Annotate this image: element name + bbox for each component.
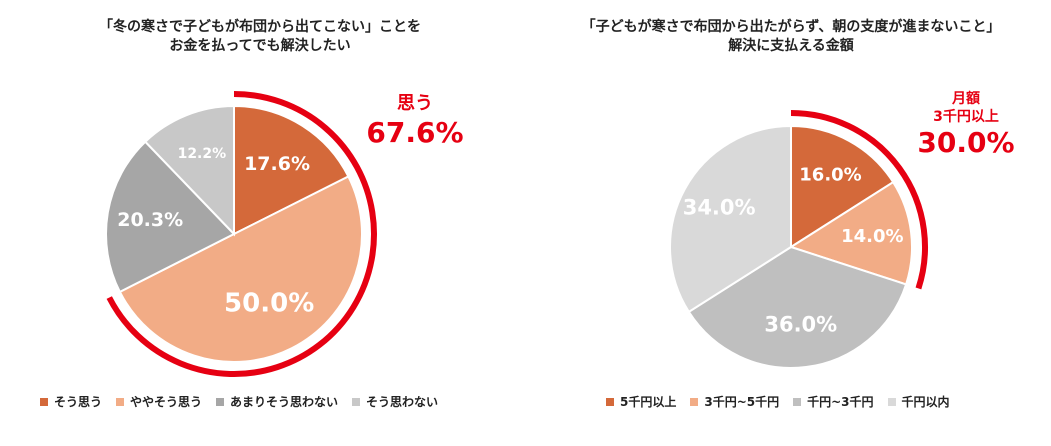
chart-title-left-line1: 「冬の寒さで子どもが布団から出てこない」ことを [99,19,421,35]
legend-left: そう思う ややそう思う あまりそう思わない そう思わない [40,393,438,410]
legend-item-3: 千円~3千円 [793,393,874,410]
legend-swatch [216,397,225,406]
slice-value-label-2: 50.0% [224,289,314,319]
legend-swatch [40,397,48,406]
legend-swatch [793,397,802,406]
chart-panel-left: 「冬の寒さで子どもが布団から出てこない」ことを お金を払ってでも解決したい 17… [0,0,520,446]
chart-title-right: 「子どもが寒さで布団から出たがらず、朝の支度が進まないこと」 解決に支払える金額 [531,18,1051,56]
pie-chart-right: 16.0% 14.0% 36.0% 34.0% [669,110,928,369]
chart-title-left-line2: お金を払ってでも解決したい [169,38,351,54]
callout-right-label-1: 月額 [952,91,980,107]
pie-chart-left: 17.6% 50.0% 20.3% 12.2% [105,91,377,377]
legend-label: 千円以内 [901,395,950,409]
callout-right-value: 30.0% [917,126,1015,159]
legend-swatch [887,397,896,406]
chart-title-right-line1: 「子どもが寒さで布団から出たがらず、朝の支度が進まないこと」 [581,19,1001,35]
callout-left-label: 思う [397,93,433,114]
legend-item-3: あまりそう思わない [216,393,338,410]
slice-value-label-4: 12.2% [178,146,227,162]
legend-label: 千円~3千円 [807,395,874,409]
legend-label: 3千円~5千円 [704,395,780,409]
legend-label: ややそう思う [130,395,203,409]
legend-swatch [606,397,614,406]
legend-swatch [116,397,125,406]
pie-slice-3 [105,140,236,294]
pie-slice-4 [669,124,792,314]
legend-item-1: そう思う [40,393,102,410]
legend-label: あまりそう思わない [230,395,339,409]
legend-swatch [690,397,699,406]
pie-slice-1 [233,104,350,236]
callout-right-label-2: 3千円以上 [933,109,999,125]
legend-label: そう思う [54,395,103,409]
highlight-arc [106,91,377,377]
legend-item-2: ややそう思う [116,393,202,410]
slice-value-label-2: 14.0% [841,226,903,247]
legend-item-1: 5千円以上 [606,393,676,410]
slice-value-label-3: 36.0% [764,312,837,336]
chart-title-left: 「冬の寒さで子どもが布団から出てこない」ことを お金を払ってでも解決したい [0,18,520,56]
legend-label: そう思わない [366,395,439,409]
legend-item-4: そう思わない [352,393,438,410]
slice-value-label-3: 20.3% [117,209,183,231]
slice-value-label-1: 16.0% [799,165,861,186]
legend-right: 5千円以上 3千円~5千円 千円~3千円 千円以内 [606,393,950,410]
legend-label: 5千円以上 [620,395,677,409]
pie-slice-3 [687,245,908,369]
pie-slice-2 [118,175,363,363]
legend-item-2: 3千円~5千円 [690,393,779,410]
slice-value-label-1: 17.6% [244,153,310,175]
pie-slice-1 [790,124,895,249]
callout-right: 月額 3千円以上 30.0% [906,90,1026,160]
pie-slice-2 [788,180,913,286]
callout-left-value: 67.6% [366,116,464,149]
legend-item-4: 千円以内 [887,393,950,410]
chart-panel-right: 「子どもが寒さで布団から出たがらず、朝の支度が進まないこと」 解決に支払える金額… [531,0,1051,446]
slice-value-label-4: 34.0% [683,195,756,219]
legend-swatch [352,397,361,406]
callout-left: 思う 67.6% [355,92,475,150]
pie-slice-4 [143,104,235,237]
chart-title-right-line2: 解決に支払える金額 [728,38,854,54]
highlight-arc [790,110,928,290]
